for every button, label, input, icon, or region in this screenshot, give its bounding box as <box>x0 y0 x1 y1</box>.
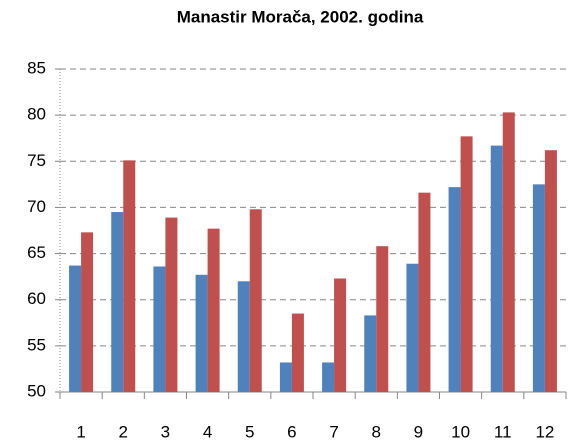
bar <box>81 232 94 392</box>
bar <box>111 212 124 392</box>
x-tick-label: 10 <box>451 422 470 441</box>
bar <box>153 266 166 392</box>
y-tick-label: 65 <box>27 243 46 262</box>
bar <box>207 228 220 392</box>
bar <box>249 209 262 392</box>
bar <box>322 362 335 392</box>
y-tick-label: 50 <box>27 381 46 400</box>
x-tick-label: 7 <box>329 422 338 441</box>
bar <box>448 187 461 392</box>
x-tick-label: 6 <box>287 422 296 441</box>
x-tick-label: 3 <box>161 422 170 441</box>
bar <box>123 160 136 392</box>
y-tick-label: 80 <box>27 105 46 124</box>
bar <box>364 315 377 392</box>
bar <box>406 263 419 392</box>
bar <box>502 112 515 393</box>
y-tick-label: 70 <box>27 197 46 216</box>
bar <box>195 274 208 392</box>
bar <box>334 278 347 392</box>
bar <box>532 184 545 392</box>
x-tick-label: 4 <box>203 422 212 441</box>
y-tick-label: 85 <box>27 58 46 77</box>
bar <box>376 246 389 392</box>
bar <box>460 136 473 392</box>
bar <box>279 362 292 392</box>
x-tick-label: 5 <box>245 422 254 441</box>
y-tick-label: 75 <box>27 151 46 170</box>
bar <box>237 281 250 392</box>
x-tick-label: 2 <box>119 422 128 441</box>
bar <box>291 313 304 392</box>
y-tick-label: 55 <box>27 335 46 354</box>
x-tick-label: 9 <box>414 422 423 441</box>
y-tick-label: 60 <box>27 289 46 308</box>
bar <box>69 265 82 392</box>
bar <box>490 145 503 392</box>
chart-title: Manastir Morača, 2002. godina <box>177 7 424 26</box>
x-tick-label: 12 <box>535 422 554 441</box>
bar <box>418 192 431 392</box>
x-tick-label: 8 <box>372 422 381 441</box>
bar <box>544 150 557 392</box>
x-tick-label: 1 <box>76 422 85 441</box>
bar <box>165 217 178 392</box>
x-tick-label: 11 <box>494 422 512 441</box>
